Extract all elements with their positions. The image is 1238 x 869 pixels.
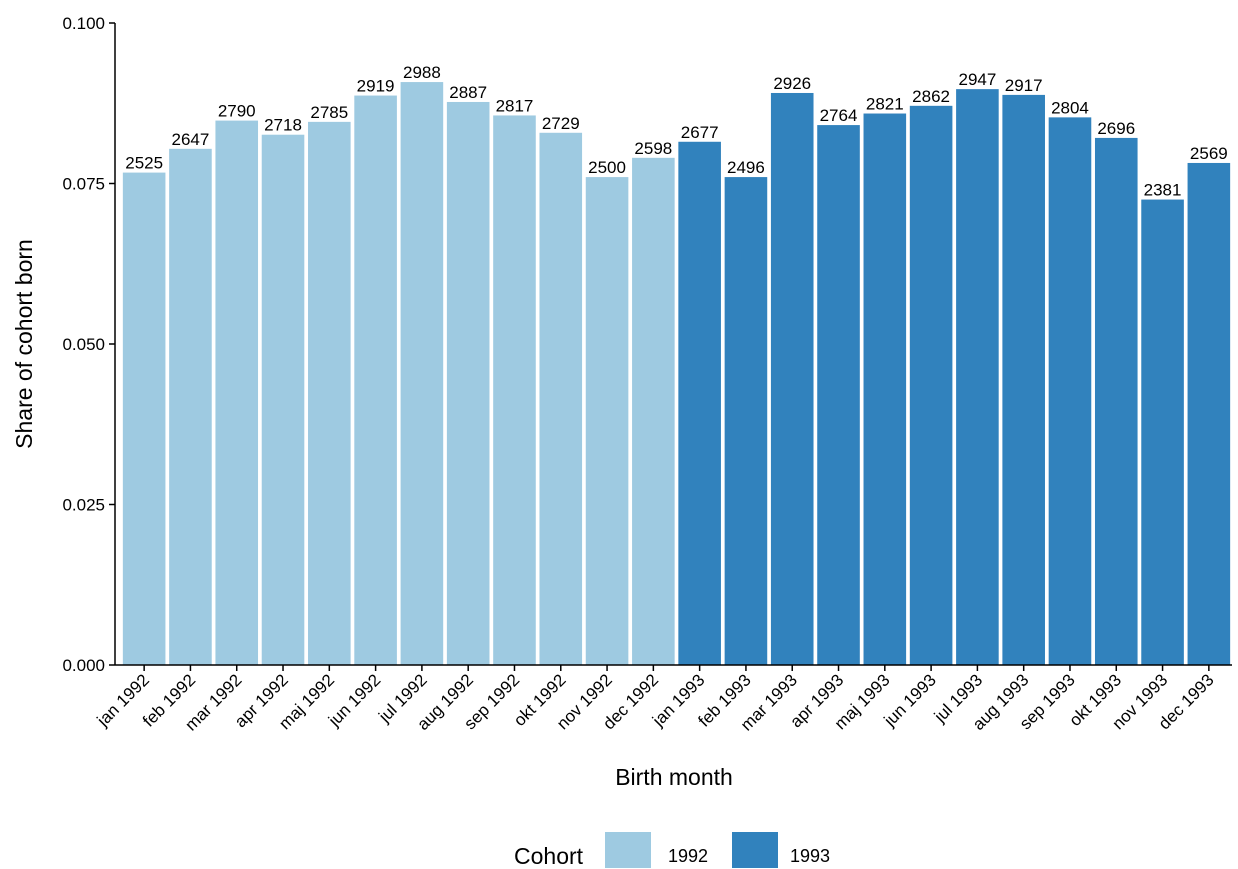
bar-apr-1993 <box>817 125 860 665</box>
bar-label: 2817 <box>496 96 534 115</box>
bar-jul-1993 <box>956 89 999 665</box>
bar-jun-1993 <box>909 105 953 665</box>
bar-label: 2598 <box>634 139 672 158</box>
bar-label: 2926 <box>773 74 811 93</box>
y-tick-label: 0.025 <box>62 496 105 515</box>
bar-aug-1992 <box>446 101 490 666</box>
bar-dec-1992 <box>632 157 675 665</box>
bar-label: 2947 <box>958 70 996 89</box>
bar-jan-1992 <box>122 172 166 665</box>
bar-apr-1992 <box>261 134 305 665</box>
bar-label: 2647 <box>172 130 210 149</box>
bars <box>122 82 1231 666</box>
bar-label: 2496 <box>727 158 765 177</box>
bar-jul-1992 <box>400 82 444 665</box>
bar-label: 2785 <box>310 103 348 122</box>
bar-okt-1993 <box>1094 137 1138 666</box>
bar-mar-1993 <box>770 92 814 666</box>
bar-sep-1993 <box>1048 117 1092 666</box>
legend-label-1993: 1993 <box>790 846 830 866</box>
bar-mar-1992 <box>215 120 259 665</box>
bar-feb-1993 <box>724 177 768 665</box>
legend: Cohort 1992 1993 <box>514 832 830 869</box>
bar-label: 2764 <box>820 106 858 125</box>
bar-label: 2917 <box>1005 76 1043 95</box>
bar-label: 2862 <box>912 87 950 106</box>
bar-label: 2919 <box>357 77 395 96</box>
bar-label: 2718 <box>264 116 302 135</box>
bar-aug-1993 <box>1002 94 1045 665</box>
y-axis: 0.000 0.025 0.050 0.075 0.100 <box>62 14 116 675</box>
bar-nov-1993 <box>1141 199 1184 666</box>
bar-label: 2525 <box>125 154 163 173</box>
bar-jan-1993 <box>678 141 721 665</box>
bar-label: 2804 <box>1051 98 1089 117</box>
legend-swatch-1993 <box>732 832 778 868</box>
legend-title: Cohort <box>514 843 584 869</box>
y-tick-label: 0.050 <box>62 335 105 354</box>
bar-label: 2790 <box>218 102 256 121</box>
bar-label: 2821 <box>866 95 904 114</box>
y-axis-title: Share of cohort born <box>11 239 37 449</box>
y-tick-label: 0.000 <box>62 656 105 675</box>
bar-label: 2729 <box>542 114 580 133</box>
bar-label: 2988 <box>403 63 441 82</box>
bar-label: 2677 <box>681 123 719 142</box>
bar-maj-1993 <box>863 113 907 665</box>
bar-nov-1992 <box>585 177 629 665</box>
y-tick-label: 0.075 <box>62 175 105 194</box>
bar-feb-1992 <box>169 148 212 665</box>
bar-dec-1993 <box>1187 162 1231 665</box>
x-axis-title: Birth month <box>615 764 733 790</box>
bar-okt-1992 <box>539 132 583 665</box>
bar-label: 2887 <box>449 83 487 102</box>
bar-label: 2500 <box>588 158 626 177</box>
y-tick-label: 0.100 <box>62 14 105 33</box>
legend-swatch-1992 <box>605 832 651 868</box>
bar-label: 2696 <box>1097 119 1135 138</box>
legend-label-1992: 1992 <box>668 846 708 866</box>
bar-label: 2569 <box>1190 144 1228 163</box>
bar-label: 2381 <box>1144 181 1182 200</box>
bar-maj-1992 <box>308 121 351 666</box>
bar-labels: 2525 2647 2790 2718 2785 2919 2988 2887 2817 2729… <box>125 63 1228 199</box>
bar-sep-1992 <box>493 115 536 665</box>
bar-jun-1992 <box>354 95 397 666</box>
